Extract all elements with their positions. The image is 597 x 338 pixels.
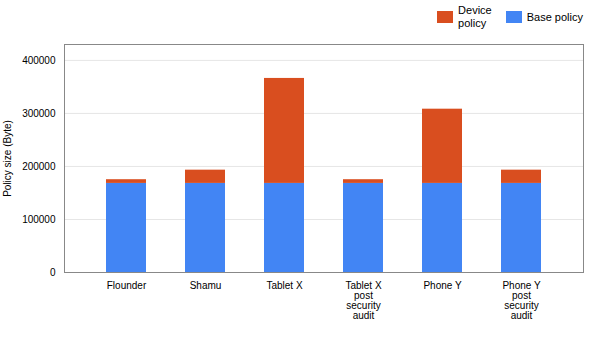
- svg-text:400000: 400000: [22, 55, 56, 66]
- svg-text:300000: 300000: [22, 108, 56, 119]
- svg-text:Policy size (Byte): Policy size (Byte): [2, 120, 13, 197]
- svg-text:Tablet Xpostsecurityaudit: Tablet Xpostsecurityaudit: [345, 280, 381, 321]
- svg-text:200000: 200000: [22, 161, 56, 172]
- svg-text:Flounder: Flounder: [107, 280, 147, 291]
- svg-text:100000: 100000: [22, 214, 56, 225]
- svg-text:Phone Y: Phone Y: [423, 280, 462, 291]
- html-text:Base policy: Base policy: [526, 10, 583, 23]
- svg-text:Phone Ypostsecurityaudit: Phone Ypostsecurityaudit: [502, 280, 541, 321]
- svg-text:Shamu: Shamu: [190, 280, 222, 291]
- svg-text:0: 0: [50, 267, 56, 278]
- svg-text:Tablet X: Tablet X: [266, 280, 302, 291]
- html-text:Device policy: Device policy: [458, 4, 492, 29]
